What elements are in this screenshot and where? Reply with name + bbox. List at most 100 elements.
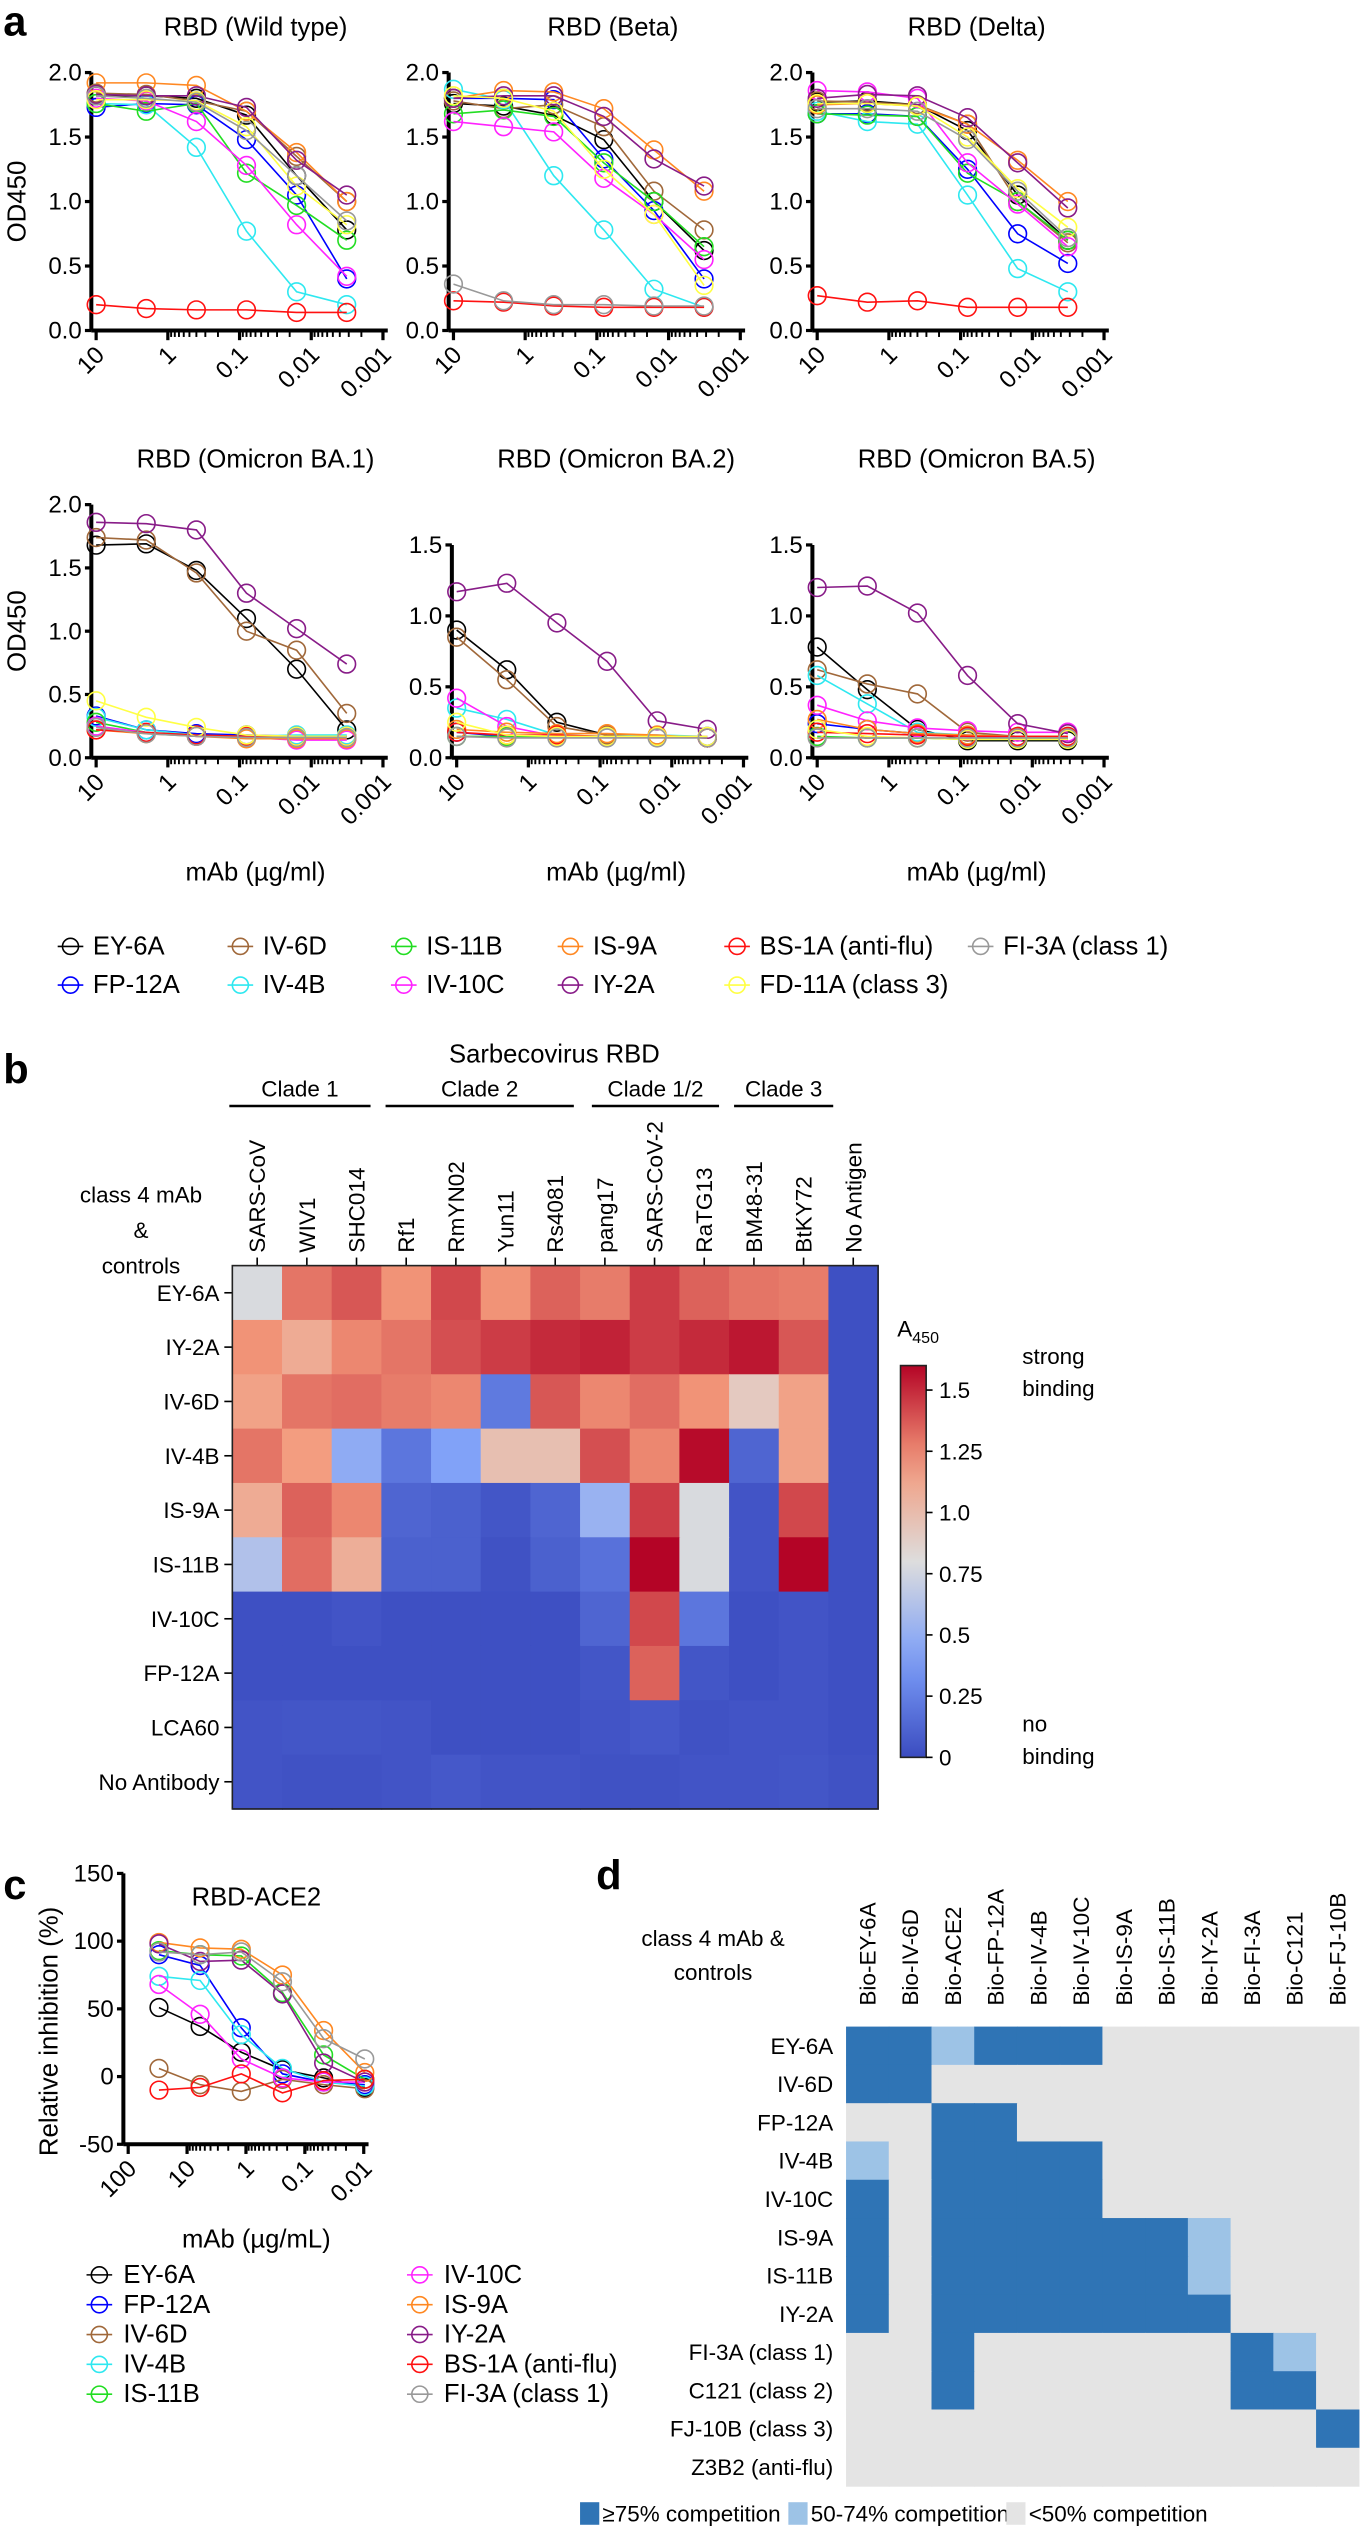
- series-fi-3a-class-1: [86, 86, 357, 231]
- subplot-title: RBD (Omicron BA.2): [497, 445, 735, 473]
- heatmap-cell: [232, 1265, 283, 1321]
- competition-cell: [888, 2371, 933, 2411]
- colorbar-tick-label: 1.5: [939, 1378, 970, 1403]
- data-point: [236, 583, 257, 603]
- heatmap-cell: [679, 1591, 730, 1647]
- x-tick-label: 1: [511, 341, 539, 370]
- data-point: [447, 722, 467, 742]
- column-label: BtKY72: [792, 1176, 817, 1253]
- row-label: EY-6A: [770, 2034, 833, 2059]
- series-iv-6d: [86, 83, 357, 212]
- data-point: [694, 176, 714, 196]
- clade-label: Clade 1: [261, 1076, 338, 1101]
- data-point: [544, 106, 564, 127]
- x-tick-label: 1: [153, 769, 181, 798]
- competition-cell: [1102, 2103, 1146, 2143]
- competition-cell: [1016, 2141, 1061, 2181]
- heatmap-cell: [580, 1537, 631, 1593]
- series-bs-1a-anti-flu: [807, 286, 1078, 317]
- data-point: [447, 726, 467, 747]
- heatmap-cell: [232, 1754, 283, 1810]
- x-tick-label: 0.1: [211, 769, 254, 812]
- legend-label: BS-1A (anti-flu): [760, 932, 934, 960]
- competition-cell: [846, 2371, 890, 2411]
- series-iv-4b: [807, 101, 1078, 302]
- competition-cell: [888, 2447, 933, 2487]
- competition-cell: [1016, 2371, 1061, 2411]
- data-point: [807, 665, 827, 686]
- heatmap-cell: [828, 1319, 879, 1376]
- series-iy-2a: [447, 573, 717, 740]
- colorbar-tick-label: 0.75: [939, 1562, 983, 1587]
- legend-marker-icon: [728, 976, 746, 994]
- heatmap-cell: [729, 1319, 780, 1376]
- heatmap-cell: [331, 1319, 383, 1376]
- y-tick-label: 1.0: [48, 189, 81, 216]
- series-line: [96, 303, 347, 314]
- heatmap-cell: [580, 1645, 631, 1702]
- data-point: [337, 703, 357, 724]
- panel-c-ylabel: Relative inhibition (%): [36, 1907, 64, 2156]
- series-ey-6a: [86, 534, 357, 740]
- series-fd-11a-class-3: [807, 93, 1078, 237]
- competition-cell: [974, 2141, 1018, 2181]
- competition-cell: [846, 2256, 890, 2296]
- series-is-11b: [807, 104, 1078, 250]
- data-point: [272, 2083, 293, 2103]
- legend-item-iv-6d: IV-6D: [227, 932, 327, 960]
- data-point: [1058, 728, 1078, 748]
- heatmap-cell: [282, 1754, 333, 1810]
- series-iv-6d: [807, 91, 1078, 253]
- series-line: [817, 110, 1069, 293]
- competition-cell: [1187, 2332, 1232, 2372]
- series-iv-10c: [807, 80, 1078, 257]
- data-point: [907, 96, 928, 116]
- subplot-title: RBD (Omicron BA.5): [858, 445, 1096, 473]
- x-tick-label: 10: [72, 769, 110, 807]
- x-tick-label: 0.001: [1056, 769, 1118, 831]
- data-point: [1008, 224, 1028, 244]
- legend-label: IY-2A: [444, 2321, 507, 2349]
- x-tick-label: 10: [429, 341, 467, 379]
- column-label: No Antigen: [841, 1142, 866, 1252]
- legend-item-iv-4b: IV-4B: [227, 971, 325, 999]
- legend-label: FP-12A: [93, 971, 181, 999]
- data-point: [807, 577, 827, 598]
- heatmap-cell: [629, 1482, 681, 1539]
- heatmap-cell: [679, 1428, 730, 1484]
- series-ey-6a: [447, 620, 717, 748]
- column-label: Rs4081: [543, 1175, 568, 1253]
- competition-cell: [1102, 2409, 1146, 2449]
- heatmap-cell: [580, 1319, 631, 1376]
- data-point: [907, 718, 928, 738]
- competition-cell: [1187, 2409, 1232, 2449]
- competition-cell: [1016, 2447, 1061, 2487]
- heatmap-cell: [331, 1374, 383, 1430]
- heatmap-cell: [282, 1482, 333, 1539]
- competition-cell: [1187, 2294, 1232, 2334]
- series-fi-3a-class-1: [807, 728, 1078, 748]
- heatmap-cell: [282, 1591, 333, 1647]
- competition-cell: [1273, 2103, 1317, 2143]
- competition-cell: [1102, 2294, 1146, 2334]
- legend-marker-icon: [411, 2295, 429, 2314]
- heatmap-cell: [381, 1700, 432, 1756]
- competition-cell: [1059, 2256, 1104, 2296]
- competition-cell: [974, 2371, 1018, 2411]
- data-point: [136, 530, 156, 550]
- data-point: [907, 603, 928, 623]
- data-point: [86, 535, 106, 555]
- x-tick-label: 1: [153, 341, 181, 370]
- data-point: [231, 2018, 251, 2038]
- heatmap-cell: [679, 1754, 730, 1810]
- column-label: pang17: [593, 1177, 618, 1252]
- y-tick-label: 2.0: [406, 60, 439, 87]
- row-header-line-3: controls: [102, 1254, 181, 1279]
- data-point: [186, 111, 206, 132]
- competition-cell: [1102, 2026, 1146, 2066]
- competition-cell: [1316, 2371, 1360, 2411]
- legend-label: FP-12A: [123, 2291, 211, 2319]
- heatmap-cell: [729, 1374, 780, 1430]
- heatmap-cell: [580, 1591, 631, 1647]
